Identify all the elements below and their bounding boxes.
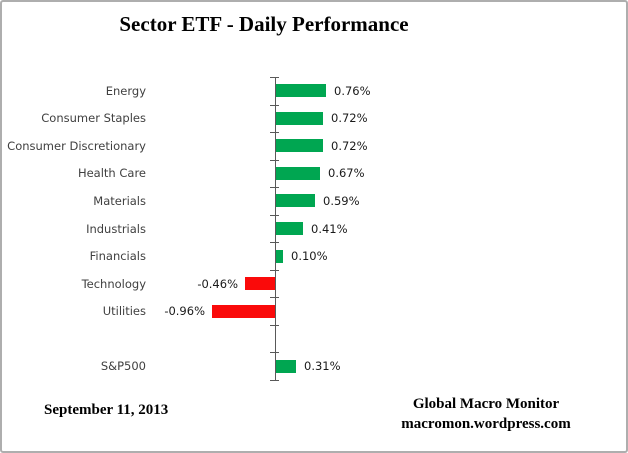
axis-tick-mark — [270, 352, 279, 353]
negative-bar — [212, 305, 275, 318]
negative-bar — [245, 277, 275, 290]
value-label: 0.72% — [331, 111, 368, 126]
value-label: 0.41% — [311, 221, 348, 236]
axis-tick-mark — [270, 160, 279, 161]
category-label: S&P500 — [100, 359, 146, 374]
axis-tick-mark — [270, 187, 279, 188]
positive-bar — [276, 222, 303, 235]
value-label: -0.46% — [197, 276, 238, 291]
category-label: Health Care — [77, 166, 146, 181]
axis-tick-mark — [270, 380, 279, 381]
axis-tick-mark — [270, 270, 279, 271]
axis-tick-mark — [270, 325, 279, 326]
positive-bar — [276, 250, 283, 263]
value-label: 0.72% — [331, 138, 368, 153]
axis-tick-mark — [270, 242, 279, 243]
category-axis-line — [275, 77, 276, 380]
credit-source: Global Macro Monitor — [412, 396, 560, 412]
value-label: 0.10% — [291, 249, 328, 264]
category-label: Materials — [93, 193, 146, 208]
category-label: Consumer Discretionary — [7, 138, 146, 153]
value-label: -0.96% — [164, 304, 205, 319]
category-label: Utilities — [102, 304, 146, 319]
axis-tick-mark — [270, 215, 279, 216]
value-label: 0.67% — [328, 166, 365, 181]
positive-bar — [276, 194, 315, 207]
chart-date: September 11, 2013 — [44, 402, 169, 418]
axis-tick-mark — [270, 105, 279, 106]
category-label: Financials — [89, 249, 146, 264]
category-label: Technology — [81, 276, 146, 291]
value-label: 0.31% — [304, 359, 341, 374]
positive-bar — [276, 167, 320, 180]
chart-title: Sector ETF - Daily Performance — [119, 12, 409, 36]
category-label: Energy — [105, 83, 146, 98]
positive-bar — [276, 139, 323, 152]
credit-url: macromon.wordpress.com — [401, 415, 571, 432]
chart-credit: Global Macro Monitor macromon.wordpress.… — [360, 395, 612, 434]
axis-tick-mark — [270, 77, 279, 78]
category-label: Industrials — [86, 221, 146, 236]
value-label: 0.76% — [334, 83, 371, 98]
positive-bar — [276, 84, 326, 97]
axis-tick-mark — [270, 132, 279, 133]
axis-tick-mark — [270, 297, 279, 298]
category-label: Consumer Staples — [41, 111, 146, 126]
positive-bar — [276, 112, 323, 125]
positive-bar — [276, 360, 296, 373]
value-label: 0.59% — [323, 193, 360, 208]
